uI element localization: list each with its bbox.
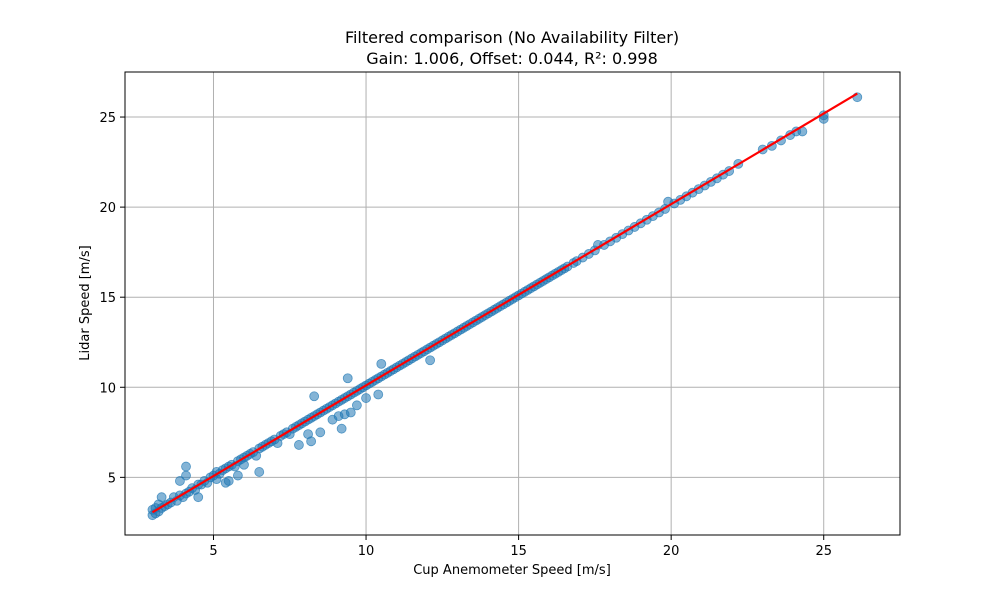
data-point [425,355,436,366]
x-tick-label: 10 [358,544,375,559]
x-tick-label: 5 [209,544,217,559]
fit-line [151,92,858,514]
data-point [361,393,371,403]
data-point [175,476,185,486]
data-point [336,423,347,434]
data-point [351,400,362,411]
plot-frame [124,71,901,536]
chart-subtitle: Gain: 1.006, Offset: 0.044, R²: 0.998 [366,49,658,68]
x-axis-label: Cup Anemometer Speed [m/s] [413,563,611,578]
data-point [232,470,243,481]
fit-line-group [151,92,858,514]
y-axis-label: Lidar Speed [m/s] [78,245,93,360]
data-point [181,470,191,481]
grid-lines [125,72,900,535]
data-point [156,492,167,503]
data-point [254,467,265,477]
data-point [193,492,204,503]
x-tick-label: 20 [663,544,680,559]
data-point [315,427,326,438]
data-point [294,440,304,450]
y-tick-label: 5 [108,471,116,486]
y-tick-label: 25 [99,111,116,126]
y-tick-label: 20 [99,201,116,216]
data-point [239,459,249,470]
data-point [306,436,317,447]
x-tick-label: 25 [815,544,832,559]
data-point [345,407,356,418]
chart-title: Filtered comparison (No Availability Fil… [345,28,679,47]
y-tick-label: 10 [99,381,116,396]
data-point [223,476,234,486]
data-point [373,389,384,400]
data-point [376,358,387,369]
axis-ticks: 5 10 15 20 25 5 10 15 20 25 [99,111,832,559]
y-tick-label: 15 [99,291,116,306]
data-point [309,391,320,402]
data-point [342,373,353,384]
x-tick-label: 15 [510,544,527,559]
data-point [181,461,191,472]
